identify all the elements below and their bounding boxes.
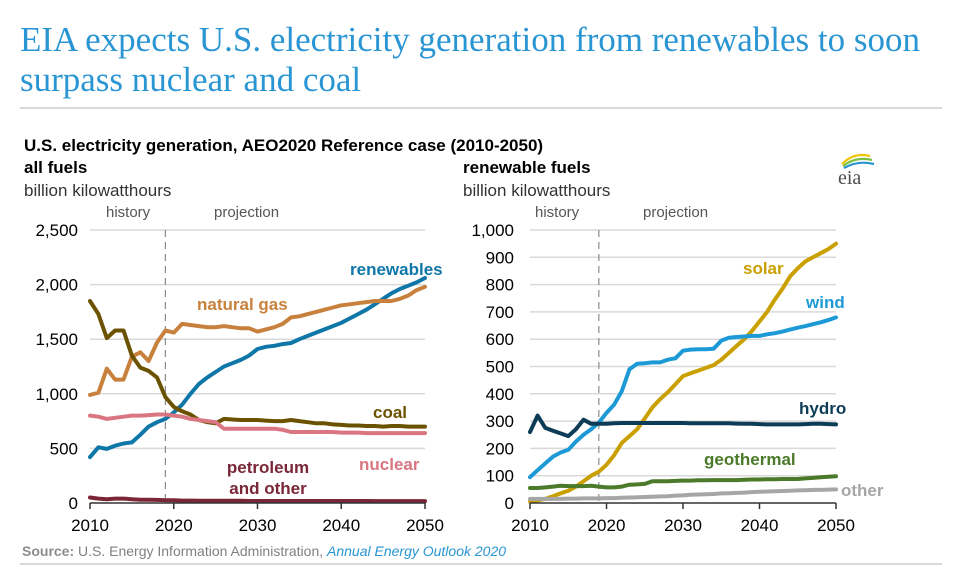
source-text: U.S. Energy Information Administration, xyxy=(74,543,328,559)
right-series-label: other xyxy=(841,481,884,500)
right-series-label: solar xyxy=(743,259,784,278)
source-note: Source: U.S. Energy Information Administ… xyxy=(22,543,506,559)
left-series-label: coal xyxy=(373,403,407,422)
left-series-nuclear xyxy=(88,412,427,436)
left-series-label: natural gas xyxy=(197,295,288,314)
right-ytick-label: 900 xyxy=(486,248,514,267)
source-link[interactable]: Annual Energy Outlook 2020 xyxy=(327,543,507,559)
right-projection-label: projection xyxy=(643,204,709,221)
left-panel-title: all fuels xyxy=(24,158,88,177)
left-ytick-label: 1,500 xyxy=(35,330,78,349)
right-series-hydro xyxy=(528,413,838,439)
left-ytick-label: 2,500 xyxy=(35,221,78,240)
left-ytick-label: 2,000 xyxy=(35,276,78,295)
left-xtick-label: 2010 xyxy=(71,516,109,535)
logo-text: eia xyxy=(838,167,861,189)
left-series-label: petroleum xyxy=(227,458,309,477)
right-xtick-label: 2010 xyxy=(511,516,549,535)
eia-logo: eia xyxy=(838,153,875,189)
right-xtick-label: 2030 xyxy=(664,516,702,535)
left-panel-unit: billion kilowatthours xyxy=(24,181,172,200)
source-label: Source: xyxy=(22,543,75,559)
left-xtick-label: 2050 xyxy=(406,516,444,535)
left-history-label: history xyxy=(106,204,151,221)
right-ytick-label: 600 xyxy=(486,330,514,349)
right-series-geothermal xyxy=(528,474,838,490)
right-history-label: history xyxy=(535,204,580,221)
right-xtick-label: 2050 xyxy=(817,516,855,535)
right-series-label: geothermal xyxy=(704,450,796,469)
left-series-label: and other xyxy=(229,479,307,498)
left-ytick-label: 1,000 xyxy=(35,385,78,404)
right-ytick-label: 200 xyxy=(486,439,514,458)
left-xtick-label: 2030 xyxy=(239,516,277,535)
left-series-coal xyxy=(88,299,427,429)
left-series-natural-gas xyxy=(88,284,427,397)
left-xtick-label: 2020 xyxy=(155,516,193,535)
right-xtick-label: 2040 xyxy=(741,516,779,535)
right-ytick-label: 700 xyxy=(486,303,514,322)
right-series-label: hydro xyxy=(799,399,846,418)
right-series-other xyxy=(528,487,838,501)
left-series-label: renewables xyxy=(350,260,443,279)
left-series-petroleum-and-other xyxy=(88,495,427,504)
right-panel-unit: billion kilowatthours xyxy=(463,181,611,200)
left-ytick-label: 0 xyxy=(69,494,78,513)
right-ytick-label: 300 xyxy=(486,412,514,431)
right-ytick-label: 0 xyxy=(505,494,514,513)
left-xtick-label: 2040 xyxy=(322,516,360,535)
divider-top xyxy=(20,107,942,109)
left-ytick-label: 500 xyxy=(50,439,78,458)
chart-subtitle: U.S. electricity generation, AEO2020 Ref… xyxy=(24,136,544,155)
headline: EIA expects U.S. electricity generation … xyxy=(20,20,920,99)
right-xtick-label: 2020 xyxy=(588,516,626,535)
left-series-renewables xyxy=(88,276,427,460)
left-series-label: nuclear xyxy=(359,455,420,474)
left-projection-label: projection xyxy=(214,204,280,221)
right-ytick-label: 800 xyxy=(486,276,514,295)
right-series-wind xyxy=(528,315,838,480)
right-panel-title: renewable fuels xyxy=(463,158,591,177)
right-ytick-label: 500 xyxy=(486,358,514,377)
right-series-solar xyxy=(528,241,838,504)
right-series-label: wind xyxy=(805,293,845,312)
divider-bottom xyxy=(20,563,942,565)
right-ytick-label: 1,000 xyxy=(471,221,514,240)
right-ytick-label: 100 xyxy=(486,467,514,486)
right-ytick-label: 400 xyxy=(486,385,514,404)
